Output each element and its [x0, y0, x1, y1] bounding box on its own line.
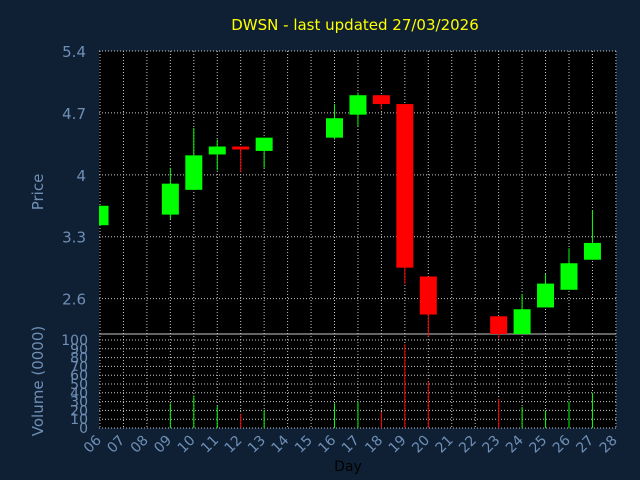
price-axis-label: Price	[29, 174, 47, 211]
price-tick-label: 4	[76, 167, 86, 185]
chart-marks	[99, 92, 601, 428]
candle-body	[372, 95, 390, 105]
candle-body	[490, 316, 508, 334]
day-tick-label: 27	[573, 433, 597, 457]
candle-body	[513, 309, 531, 334]
candle-body	[255, 137, 273, 151]
candle-body	[161, 183, 179, 215]
volume-tick-label: 20	[70, 403, 88, 419]
day-tick-label: 09	[151, 433, 175, 457]
day-tick-label: 20	[409, 433, 433, 457]
price-tick-label: 5.4	[62, 43, 86, 61]
day-tick-label: 12	[222, 433, 246, 457]
day-tick-label: 15	[292, 433, 316, 457]
day-tick-label: 22	[456, 433, 480, 457]
day-axis-label: Day	[334, 459, 362, 475]
day-tick-label: 10	[175, 433, 199, 457]
day-tick-label: 25	[526, 433, 550, 457]
price-tick-label: 3.3	[62, 229, 86, 247]
volume-tick-label: 0	[79, 421, 88, 437]
candle-body	[419, 276, 437, 315]
volume-tick-label: 10	[70, 412, 88, 428]
candle-body	[349, 95, 367, 115]
day-tick-label: 18	[362, 433, 386, 457]
day-tick-label: 19	[386, 433, 410, 457]
day-tick-label: 23	[480, 433, 504, 457]
volume-tick-label: 80	[70, 351, 88, 367]
day-tick-label: 21	[433, 433, 457, 457]
volume-tick-label: 50	[70, 377, 88, 393]
day-tick-label: 11	[198, 433, 222, 457]
day-tick-label: 28	[597, 433, 621, 457]
candle-body	[185, 155, 203, 190]
day-tick-label: 07	[104, 433, 128, 457]
price-tick-label: 4.7	[62, 105, 86, 123]
day-tick-label: 08	[128, 433, 152, 457]
volume-tick-label: 60	[70, 368, 88, 384]
day-tick-label: 13	[245, 433, 269, 457]
day-tick-label: 24	[503, 432, 527, 456]
volume-tick-label: 90	[70, 342, 88, 358]
day-tick-label: 14	[269, 432, 293, 456]
candle-body	[396, 104, 414, 268]
candle-body	[232, 146, 250, 150]
volume-tick-label: 40	[70, 386, 88, 402]
candle-body	[560, 263, 578, 290]
volume-tick-label: 30	[70, 395, 88, 411]
candle-body	[326, 118, 343, 138]
day-tick-label: 16	[315, 432, 339, 456]
candle-body	[99, 205, 109, 226]
day-tick-label: 26	[550, 432, 574, 456]
price-tick-label: 2.6	[62, 291, 86, 309]
day-tick-label: 17	[339, 433, 363, 457]
volume-axis-label: Volume (0000)	[29, 326, 47, 436]
candle-body	[537, 283, 555, 308]
volume-tick-label: 100	[61, 333, 88, 349]
chart-title: DWSN - last updated 27/03/2026	[231, 16, 479, 34]
volume-tick-label: 70	[70, 359, 88, 375]
candle-body	[208, 146, 226, 155]
candle-body	[583, 242, 601, 260]
